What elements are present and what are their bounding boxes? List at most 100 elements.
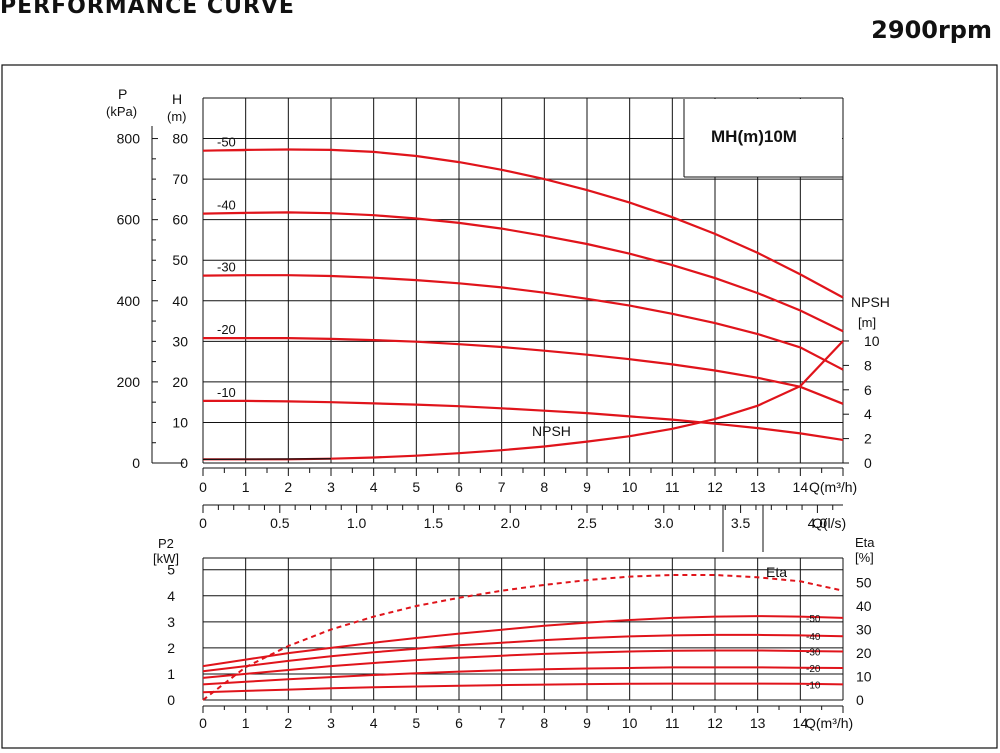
x-tick-label-bottom: 5 — [412, 715, 420, 731]
y-axis-unit-eta: [%] — [855, 550, 874, 565]
series-label-power: -10 — [806, 680, 821, 691]
x2-tick-label: 2.5 — [577, 515, 597, 531]
series-label: -20 — [217, 322, 236, 337]
x-tick-label: 3 — [327, 479, 335, 495]
x-tick-label-bottom: 4 — [370, 715, 378, 731]
outer-frame — [1, 64, 998, 749]
y-tick-label-h: 20 — [172, 374, 188, 390]
y-tick-label-npsh: 0 — [864, 455, 872, 471]
y-tick-label-npsh: 2 — [864, 431, 872, 447]
y-tick-label-p: 800 — [117, 131, 141, 147]
y-tick-label-p2: 1 — [167, 666, 175, 682]
y-axis-label-p2: P2 — [158, 536, 174, 551]
series-line-eta — [202, 574, 844, 701]
x2-axis-label: Q(l/s) — [812, 515, 846, 531]
y-tick-label-eta: 30 — [856, 622, 872, 638]
y-tick-label-p2: 3 — [167, 614, 175, 630]
series-label-power: -20 — [806, 664, 821, 675]
y-tick-label-h: 10 — [172, 414, 188, 430]
y-tick-label-eta: 40 — [856, 598, 872, 614]
y-axis-unit-h: (m) — [167, 109, 187, 124]
x2-tick-label: 0.5 — [270, 515, 290, 531]
y-tick-label-h: 30 — [172, 333, 188, 349]
x-tick-label: 1 — [242, 479, 250, 495]
x-tick-label-bottom: 7 — [498, 715, 506, 731]
series-label-power: -50 — [806, 614, 821, 625]
series-label: -40 — [217, 198, 236, 213]
y-axis-label-eta: Eta — [855, 535, 875, 550]
x-tick-label-bottom: 9 — [583, 715, 591, 731]
x-tick-label: 0 — [199, 479, 207, 495]
y-tick-label-h: 0 — [180, 455, 188, 471]
series-line — [203, 399, 844, 441]
y-axis-label-p: P — [118, 86, 127, 102]
series-line-power — [202, 666, 844, 686]
y-tick-label-p: 400 — [117, 293, 141, 309]
x-tick-label-bottom: 11 — [665, 715, 680, 731]
x-tick-label: 9 — [583, 479, 591, 495]
x-tick-label: 5 — [412, 479, 420, 495]
x2-tick-label: 4.0 — [808, 515, 828, 531]
y-axis-label-npsh: NPSH — [851, 294, 890, 310]
y-tick-label-eta: 50 — [856, 575, 872, 591]
x-tick-label-bottom: 14 — [793, 715, 809, 731]
y-tick-label-p: 0 — [132, 455, 140, 471]
y-axis-unit-p2: [kW] — [153, 551, 179, 566]
series-label-power: -30 — [806, 648, 821, 659]
x-tick-label-bottom: 13 — [750, 715, 766, 731]
model-box — [684, 99, 842, 177]
series-line-power — [202, 682, 844, 694]
y-axis-label-h: H — [172, 91, 182, 107]
y-tick-label-npsh: 6 — [864, 382, 872, 398]
model-label: MH(m)10M — [711, 127, 797, 146]
series-line-npsh-start — [202, 458, 332, 460]
y-tick-label-eta: 20 — [856, 645, 872, 661]
x-axis-label: Q(m³/h) — [809, 479, 857, 495]
y-tick-label-eta: 10 — [856, 669, 872, 685]
y-tick-label-p: 200 — [117, 374, 141, 390]
x-tick-label-bottom: 1 — [242, 715, 250, 731]
x-tick-label-bottom: 3 — [327, 715, 335, 731]
x-tick-label-bottom: 12 — [707, 715, 723, 731]
series-line-power — [202, 649, 844, 679]
x-tick-label: 11 — [665, 479, 680, 495]
x2-tick-label: 2.0 — [500, 515, 520, 531]
y-tick-label-npsh: 10 — [864, 333, 880, 349]
series-label-eta: Eta — [766, 564, 787, 580]
y-axis-unit-p: (kPa) — [106, 104, 137, 119]
x2-tick-label: 3.0 — [654, 515, 674, 531]
y-tick-label-h: 40 — [172, 293, 188, 309]
x-tick-label: 14 — [793, 479, 809, 495]
x-tick-label: 12 — [707, 479, 723, 495]
x-tick-label-bottom: 0 — [199, 715, 207, 731]
y-tick-label-p: 600 — [117, 212, 141, 228]
x-tick-label: 10 — [622, 479, 638, 495]
series-label: -10 — [217, 385, 236, 400]
page-title: PERFORMANCE CURVE — [0, 0, 295, 19]
series-label-power: -40 — [806, 632, 821, 643]
x-tick-label-bottom: 6 — [455, 715, 463, 731]
series-line — [202, 274, 844, 371]
x-tick-label-bottom: 8 — [540, 715, 548, 731]
x-tick-label: 4 — [370, 479, 378, 495]
y-tick-label-p2: 0 — [167, 692, 175, 708]
x-tick-label-bottom: 2 — [284, 715, 292, 731]
x-tick-label: 7 — [498, 479, 506, 495]
x-axis-label-bottom: Q(m³/h) — [805, 715, 853, 731]
x2-tick-label: 3.5 — [731, 515, 751, 531]
y-tick-label-npsh: 4 — [864, 406, 872, 422]
x2-tick-label: 1.5 — [424, 515, 444, 531]
series-line-power — [202, 633, 844, 673]
series-line-npsh — [203, 340, 844, 461]
x2-tick-label: 1.0 — [347, 515, 367, 531]
x-tick-label: 6 — [455, 479, 463, 495]
series-line — [202, 148, 844, 299]
y-tick-label-h: 50 — [172, 252, 188, 268]
x2-tick-label: 0 — [199, 515, 207, 531]
series-label: -30 — [217, 260, 236, 275]
series-line-power — [202, 615, 844, 668]
y-tick-label-eta: 0 — [856, 692, 864, 708]
y-tick-label-p2: 2 — [167, 640, 175, 656]
y-tick-label-npsh: 8 — [864, 357, 872, 373]
